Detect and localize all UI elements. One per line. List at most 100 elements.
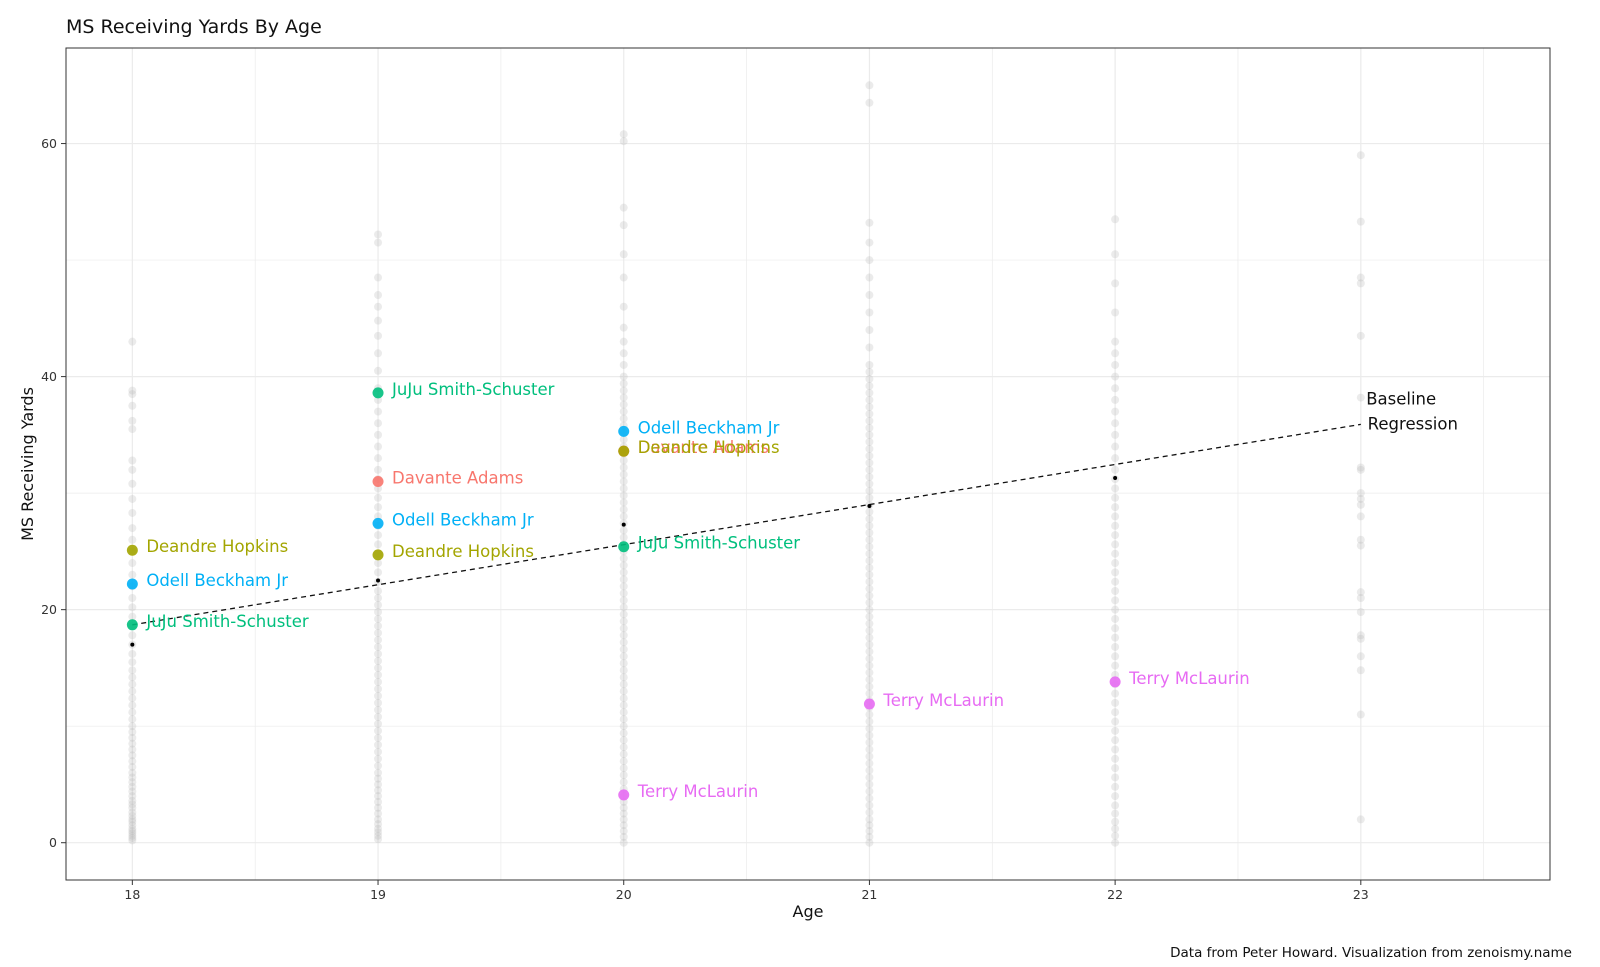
background-point — [1111, 708, 1120, 717]
background-point — [1111, 407, 1120, 416]
background-point — [865, 465, 874, 474]
background-point — [1111, 465, 1120, 474]
point-terry-mclaurin — [1109, 676, 1121, 688]
background-point — [1356, 463, 1365, 472]
label-juju-smith-schuster: JuJu Smith-Schuster — [391, 380, 555, 399]
background-point — [128, 425, 137, 434]
regression-line — [132, 423, 1361, 626]
background-point — [374, 230, 383, 239]
background-point — [374, 670, 383, 679]
background-point — [1111, 454, 1120, 463]
x-tick-label: 19 — [370, 887, 386, 902]
background-point — [128, 594, 137, 603]
background-point — [374, 607, 383, 616]
background-point — [865, 808, 874, 817]
background-point — [865, 535, 874, 544]
background-point — [1356, 634, 1365, 643]
background-point — [619, 203, 628, 212]
point-odell-beckham-jr — [618, 425, 630, 437]
background-point — [865, 437, 874, 446]
background-point — [865, 256, 874, 265]
background-point — [865, 486, 874, 495]
background-point — [619, 575, 628, 584]
background-point — [374, 719, 383, 728]
label-odell-beckham-jr: Odell Beckham Jr — [638, 418, 780, 437]
background-point — [619, 463, 628, 472]
background-point — [865, 675, 874, 684]
background-point — [128, 827, 137, 836]
highlighted-players — [126, 387, 1121, 801]
chart-caption: Data from Peter Howard. Visualization fr… — [1170, 945, 1572, 961]
background-point — [1111, 824, 1120, 833]
background-point — [865, 591, 874, 600]
background-point — [619, 708, 628, 717]
point-juju-smith-schuster — [618, 541, 630, 553]
background-point — [865, 402, 874, 411]
median-point — [867, 503, 872, 508]
background-point — [619, 701, 628, 710]
background-point — [619, 400, 628, 409]
background-point — [865, 416, 874, 425]
background-point — [619, 652, 628, 661]
background-point — [128, 829, 137, 838]
background-point — [1111, 624, 1120, 633]
background-point — [865, 724, 874, 733]
background-point — [619, 729, 628, 738]
background-point — [374, 628, 383, 637]
background-point — [619, 589, 628, 598]
background-point — [374, 316, 383, 325]
background-point — [865, 374, 874, 383]
background-point — [128, 808, 137, 817]
background-point — [619, 484, 628, 493]
background-point — [865, 325, 874, 334]
background-point — [619, 302, 628, 311]
background-point — [128, 649, 137, 658]
background-point — [1111, 642, 1120, 651]
background-point — [128, 694, 137, 703]
background-point — [619, 803, 628, 812]
background-point — [619, 750, 628, 759]
background-point — [1356, 815, 1365, 824]
background-point — [1111, 689, 1120, 698]
background-point — [128, 836, 137, 845]
background-point — [128, 715, 137, 724]
background-point — [128, 815, 137, 824]
background-point — [865, 827, 874, 836]
background-point — [865, 549, 874, 558]
background-point — [128, 631, 137, 640]
background-point — [619, 827, 628, 836]
background-point — [619, 477, 628, 486]
background-point — [619, 715, 628, 724]
background-point — [865, 794, 874, 803]
background-point — [374, 442, 383, 451]
background-point — [1111, 549, 1120, 558]
regression-annotation-line-1: Baseline — [1366, 389, 1436, 408]
background-point — [865, 654, 874, 663]
background-point — [865, 682, 874, 691]
background-point — [374, 493, 383, 502]
background-point — [374, 238, 383, 247]
background-point — [619, 821, 628, 830]
background-point — [619, 838, 628, 847]
background-point — [128, 479, 137, 488]
background-point — [374, 831, 383, 840]
point-deandre-hopkins — [618, 445, 630, 457]
background-point — [865, 395, 874, 404]
background-point — [865, 367, 874, 376]
background-point — [128, 401, 137, 410]
background-point — [1111, 430, 1120, 439]
background-point — [128, 796, 137, 805]
background-point — [619, 832, 628, 841]
background-point — [865, 619, 874, 628]
background-point — [374, 726, 383, 735]
x-tick-label: 18 — [124, 887, 140, 902]
background-point — [619, 250, 628, 259]
chart-title: MS Receiving Yards By Age — [66, 16, 322, 38]
background-point — [128, 559, 137, 568]
background-point — [1356, 588, 1365, 597]
background-point — [865, 780, 874, 789]
background-point — [128, 768, 137, 777]
median-point — [130, 642, 135, 647]
label-odell-beckham-jr: Odell Beckham Jr — [146, 571, 288, 590]
